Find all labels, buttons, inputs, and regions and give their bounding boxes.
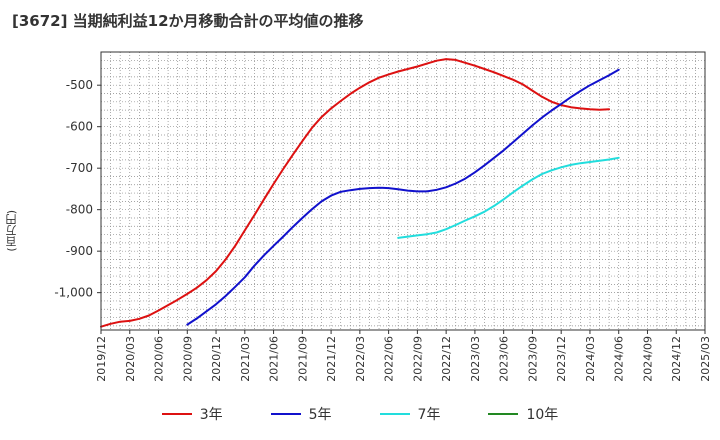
x-tick-label: 2020/09 [181,336,194,382]
y-tick-label: -600 [66,120,93,134]
x-tick-label: 2023/06 [498,336,511,382]
legend-item: 5年 [270,404,332,424]
x-tick-label: 2024/12 [670,336,683,382]
x-tick-label: 2023/12 [555,336,568,382]
y-tick-label: -900 [66,244,93,258]
y-tick-label: -700 [66,161,93,175]
x-tick-label: 2021/09 [296,336,309,382]
x-tick-label: 2021/06 [268,336,281,382]
x-tick-label: 2020/03 [124,336,137,382]
x-tick-label: 2022/12 [440,336,453,382]
legend-item: 3年 [161,404,223,424]
x-tick-label: 2022/06 [383,336,396,382]
legend-item: 10年 [488,404,558,424]
y-tick-labels: -500 -600 -700 -800 -900 -1,000 [54,78,101,300]
x-tick-label: 2022/03 [354,336,367,382]
x-tick-label: 2023/09 [526,336,539,382]
x-tick-label: 2022/09 [411,336,424,382]
legend-label: 10年 [526,407,559,423]
x-tick-label: 2025/03 [699,336,712,382]
legend-swatch [270,413,301,415]
legend-label: 7年 [417,407,441,423]
chart-title: [3672] 当期純利益12か月移動合計の平均値の推移 [12,12,364,30]
legend-label: 3年 [199,407,223,423]
series-layer [100,58,620,328]
series-line-3年 [100,58,611,328]
x-tick-labels: 2019/12 2020/03 2020/06 2020/09 2020/12 2021/… [95,330,712,382]
legend-swatch [161,413,192,415]
grid-layer [101,52,705,330]
x-tick-label: 2020/06 [153,336,166,382]
x-tick-label: 2021/12 [325,336,338,382]
series-line-7年 [397,156,620,239]
x-tick-label: 2019/12 [95,336,108,382]
legend-label: 5年 [308,407,332,423]
x-tick-label: 2024/06 [613,336,626,382]
legend-swatch [488,413,519,415]
y-tick-label: -500 [66,78,93,92]
chart-legend: 3年 5年 7年 10年 [0,404,720,424]
y-tick-label: -800 [66,203,93,217]
y-tick-label: -1,000 [54,286,93,300]
series-line-5年 [186,68,620,326]
x-tick-label: 2021/03 [239,336,252,382]
x-tick-label: 2024/03 [584,336,597,382]
x-tick-label: 2020/12 [210,336,223,382]
x-tick-label: 2023/03 [469,336,482,382]
legend-swatch [379,413,410,415]
legend-item: 7年 [379,404,441,424]
x-tick-label: 2024/09 [641,336,654,382]
plot-area-border [100,51,706,331]
